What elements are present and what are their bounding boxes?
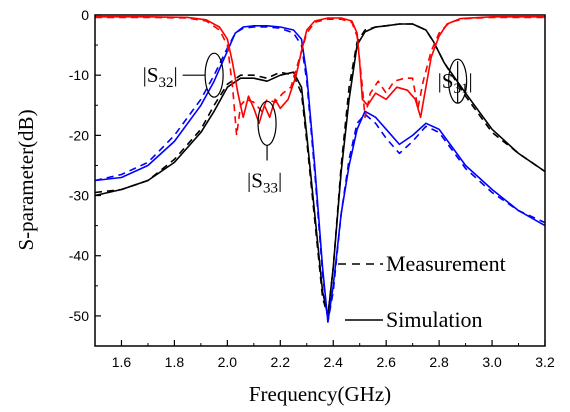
y-tick-label: -30	[69, 188, 89, 204]
x-tick-label: 2.4	[324, 354, 344, 370]
x-tick-label: 2.0	[218, 354, 238, 370]
series-line-2	[94, 25, 546, 323]
annotations: |S32| |S33| |S31|	[143, 52, 473, 197]
axis-ticks	[95, 14, 546, 347]
plot-frame	[94, 14, 546, 347]
y-axis-title: S-parameter(dB)	[14, 109, 38, 250]
x-tick-label: 1.6	[112, 354, 132, 370]
annotation-31: |S31|	[438, 58, 473, 104]
x-axis-title: Frequency(GHz)	[249, 382, 391, 406]
y-tick-label: -10	[69, 67, 89, 83]
legend-simulation-label: Simulation	[386, 307, 483, 332]
annotation-label: |S33|	[247, 169, 282, 197]
annotation-label: |S31|	[438, 69, 473, 97]
y-tick-label: -50	[69, 308, 89, 324]
y-tick-label: -20	[69, 127, 89, 143]
legend-measurement-label: Measurement	[386, 251, 506, 276]
series-group	[94, 16, 546, 323]
tick-labels: 1.6 1.8 2.0 2.2 2.4 2.6 2.8 3.0 3.2 0 -10 -20 -30 -40…	[69, 7, 555, 370]
y-tick-label: -40	[69, 248, 89, 264]
x-tick-label: 2.6	[376, 354, 396, 370]
series-line-5	[95, 16, 545, 137]
x-tick-label: 2.8	[429, 354, 449, 370]
annotation-32: |S32|	[143, 52, 224, 98]
series-line-4	[95, 16, 545, 125]
annotation-33: |S33|	[247, 100, 282, 197]
annotation-label: |S32|	[143, 63, 178, 91]
annotation-ellipse	[257, 100, 277, 146]
x-tick-label: 1.8	[165, 354, 185, 370]
annotation-ellipse	[204, 52, 224, 98]
y-tick-label: 0	[81, 7, 89, 23]
x-tick-label: 2.2	[271, 354, 291, 370]
x-tick-label: 3.2	[535, 354, 555, 370]
x-tick-label: 3.0	[482, 354, 502, 370]
legend: Measurement Simulation	[338, 251, 506, 332]
